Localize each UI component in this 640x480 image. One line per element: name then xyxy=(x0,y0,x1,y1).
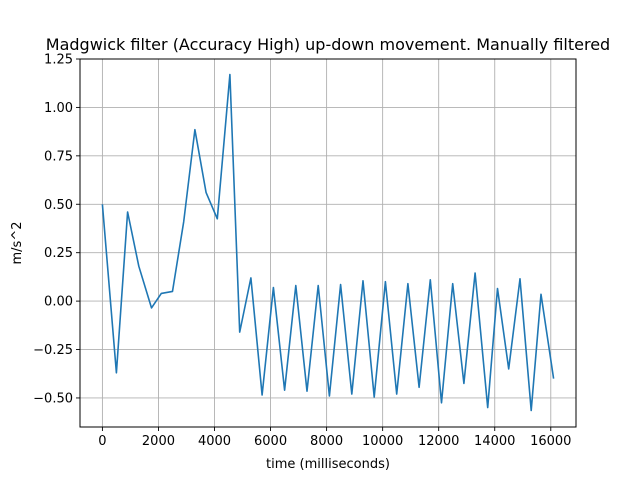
x-tick-label: 4000 xyxy=(198,434,231,449)
y-tick-label: 0.25 xyxy=(44,246,73,261)
x-tick-label: 6000 xyxy=(254,434,287,449)
plot-frame xyxy=(79,58,577,428)
y-tick-label: −0.50 xyxy=(33,391,73,406)
x-tick-label: 10000 xyxy=(362,434,403,449)
x-tick-label: 14000 xyxy=(474,434,515,449)
plot-lines xyxy=(101,73,555,412)
x-axis-label: time (milliseconds) xyxy=(266,457,390,472)
y-tick-label: 1.00 xyxy=(44,101,73,116)
x-tick-label: 0 xyxy=(98,434,106,449)
ticks: 0 2000 4000 6000 8000 10000 12000 14000 16000 −0.… xyxy=(33,53,571,450)
x-tick-label: 16000 xyxy=(530,434,571,449)
x-tick-label: 8000 xyxy=(310,434,343,449)
y-axis-label: m/s^2 xyxy=(10,222,25,265)
y-tick-label: 1.25 xyxy=(44,53,73,68)
y-tick-label: −0.25 xyxy=(33,343,73,358)
x-tick-label: 12000 xyxy=(418,434,459,449)
chart-title: Madgwick filter (Accuracy High) up-down … xyxy=(46,35,610,54)
x-tick-label: 2000 xyxy=(142,434,175,449)
y-tick-label: 0.50 xyxy=(44,198,73,213)
series-line xyxy=(101,73,555,412)
y-tick-label: 0.75 xyxy=(44,149,73,164)
y-tick-label: 0.00 xyxy=(44,295,73,310)
